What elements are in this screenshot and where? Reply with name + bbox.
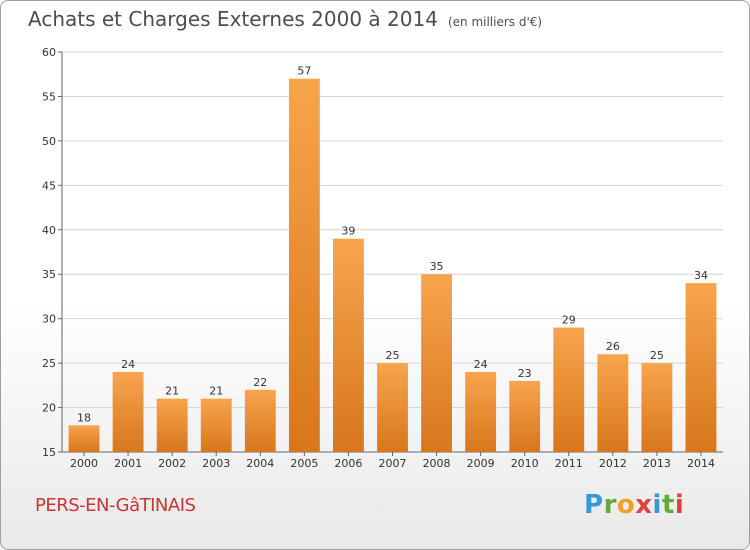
proxiti-logo[interactable]: Proxiti [584, 490, 685, 520]
value-label-2005: 57 [297, 65, 311, 78]
value-label-2001: 24 [121, 358, 135, 371]
bar-2000 [68, 425, 100, 452]
x-tick-label-2008: 2008 [423, 457, 451, 470]
bar-layer [68, 78, 717, 453]
x-tick-label-2004: 2004 [246, 457, 274, 470]
x-tick-label-2007: 2007 [379, 457, 407, 470]
bar-2012 [597, 354, 629, 452]
bar-2004 [244, 389, 276, 452]
value-label-2012: 26 [606, 340, 620, 353]
y-tick-label-55: 55 [42, 90, 56, 103]
value-label-2011: 29 [562, 314, 576, 327]
x-tick-label-2002: 2002 [158, 457, 186, 470]
y-tick-label-50: 50 [42, 135, 56, 148]
y-tick-label-40: 40 [42, 224, 56, 237]
y-tick-label-30: 30 [42, 313, 56, 326]
x-tick-label-2014: 2014 [687, 457, 715, 470]
bar-2014 [685, 283, 717, 452]
value-label-2010: 23 [518, 367, 532, 380]
chart-title: Achats et Charges Externes 2000 à 2014 (e… [28, 7, 542, 31]
value-label-2002: 21 [165, 385, 179, 398]
value-label-2003: 21 [209, 385, 223, 398]
bar-2002 [156, 398, 188, 452]
x-tick-label-2001: 2001 [114, 457, 142, 470]
value-label-2009: 24 [474, 358, 488, 371]
bar-2013 [641, 363, 673, 452]
y-tick-label-20: 20 [42, 402, 56, 415]
chart-title-text: Achats et Charges Externes 2000 à 2014 [28, 7, 438, 31]
x-tick-label-2012: 2012 [599, 457, 627, 470]
y-tick-label-35: 35 [42, 268, 56, 281]
bar-2005 [288, 78, 320, 453]
x-tick-label-2010: 2010 [511, 457, 539, 470]
value-label-2007: 25 [386, 349, 400, 362]
y-tick-label-15: 15 [42, 446, 56, 459]
y-tick-label-60: 60 [42, 46, 56, 59]
value-label-2006: 39 [341, 225, 355, 238]
label-layer: 18 24 21 21 22 57 39 25 35 24 23 29 26 25 34 [77, 65, 708, 425]
axis-layer: 15 20 25 30 35 40 45 50 55 60 2000 2001 2002 2003 2004… [42, 46, 723, 470]
bar-2001 [112, 372, 144, 452]
bar-2011 [553, 327, 585, 452]
x-tick-label-2003: 2003 [202, 457, 230, 470]
x-tick-label-2005: 2005 [290, 457, 318, 470]
value-label-2008: 35 [430, 260, 444, 273]
value-label-2000: 18 [77, 411, 91, 424]
bar-2007 [377, 363, 408, 452]
chart-subtitle: (en milliers d'€) [447, 15, 543, 29]
location-label: PERS-EN-GâTINAIS [35, 495, 196, 516]
bar-2006 [333, 238, 364, 452]
bar-2003 [200, 398, 232, 452]
bar-2010 [509, 380, 541, 452]
y-tick-label-25: 25 [42, 357, 56, 370]
value-label-2004: 22 [253, 376, 267, 389]
x-tick-label-2011: 2011 [555, 457, 583, 470]
x-tick-label-2000: 2000 [70, 457, 98, 470]
bar-2008 [421, 274, 452, 452]
x-tick-label-2006: 2006 [334, 457, 362, 470]
x-tick-label-2009: 2009 [467, 457, 495, 470]
value-label-2014: 34 [694, 269, 708, 282]
bar-2009 [465, 372, 497, 452]
x-tick-label-2013: 2013 [643, 457, 671, 470]
value-label-2013: 25 [650, 349, 664, 362]
y-tick-label-45: 45 [42, 179, 56, 192]
